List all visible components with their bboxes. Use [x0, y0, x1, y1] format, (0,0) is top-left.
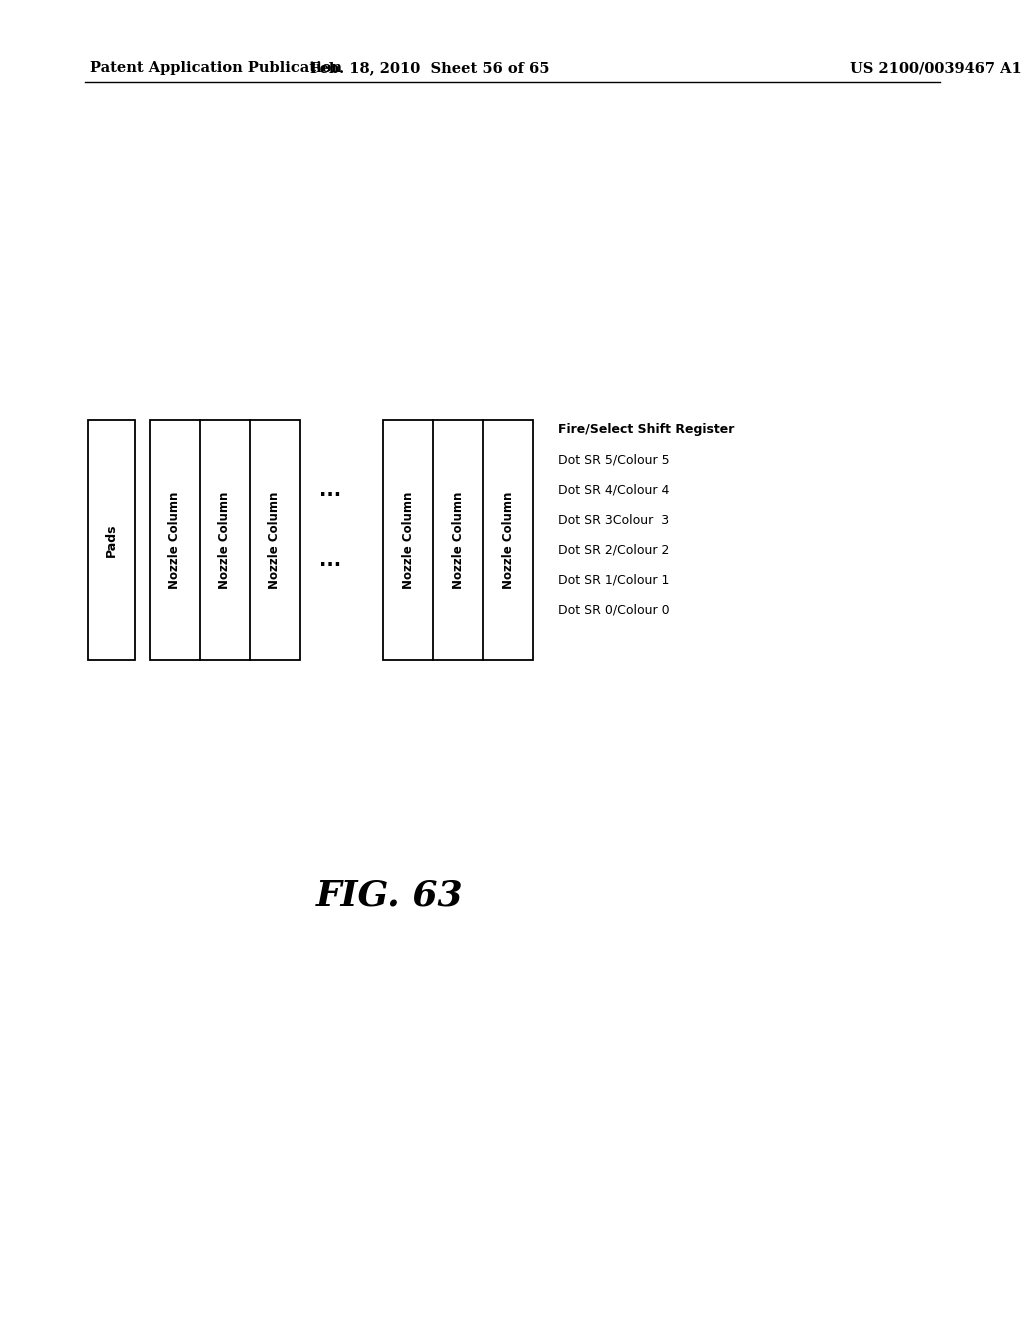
- Text: Fire/Select Shift Register: Fire/Select Shift Register: [558, 424, 734, 437]
- Text: Dot SR 2/Colour 2: Dot SR 2/Colour 2: [558, 544, 670, 557]
- Text: Dot SR 5/Colour 5: Dot SR 5/Colour 5: [558, 454, 670, 466]
- Text: Nozzle Column: Nozzle Column: [452, 491, 465, 589]
- Text: Pads: Pads: [105, 523, 118, 557]
- Bar: [383, 420, 534, 660]
- Text: Dot SR 4/Colour 4: Dot SR 4/Colour 4: [558, 483, 670, 496]
- Text: FIG. 63: FIG. 63: [316, 878, 464, 912]
- Text: Nozzle Column: Nozzle Column: [169, 491, 181, 589]
- Text: Dot SR 3Colour  3: Dot SR 3Colour 3: [558, 513, 669, 527]
- Text: ...: ...: [318, 550, 341, 569]
- Text: Dot SR 0/Colour 0: Dot SR 0/Colour 0: [558, 603, 670, 616]
- Text: US 2100/0039467 A1: US 2100/0039467 A1: [850, 61, 1022, 75]
- Text: Feb. 18, 2010  Sheet 56 of 65: Feb. 18, 2010 Sheet 56 of 65: [310, 61, 550, 75]
- Text: Nozzle Column: Nozzle Column: [218, 491, 231, 589]
- Text: Dot SR 1/Colour 1: Dot SR 1/Colour 1: [558, 573, 670, 586]
- Bar: [88, 420, 135, 660]
- Text: Nozzle Column: Nozzle Column: [502, 491, 514, 589]
- Text: Nozzle Column: Nozzle Column: [268, 491, 282, 589]
- Bar: [150, 420, 300, 660]
- Text: Nozzle Column: Nozzle Column: [401, 491, 415, 589]
- Text: ...: ...: [318, 480, 341, 499]
- Text: Patent Application Publication: Patent Application Publication: [90, 61, 342, 75]
